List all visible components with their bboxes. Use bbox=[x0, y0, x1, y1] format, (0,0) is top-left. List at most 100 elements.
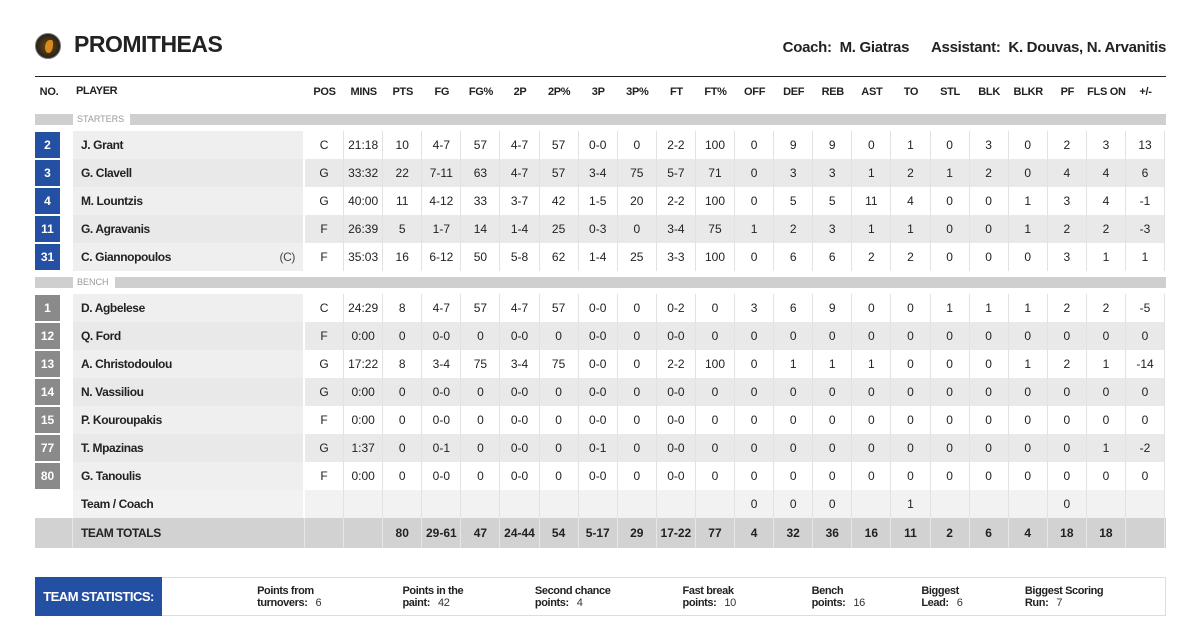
stat-pf: 0 bbox=[1047, 322, 1087, 350]
stat-to: 0 bbox=[891, 406, 931, 434]
player-name[interactable]: J. Grant bbox=[73, 131, 305, 159]
stat-fls-on: 3 bbox=[1086, 131, 1126, 159]
stat-reb: 9 bbox=[813, 294, 853, 322]
header-no[interactable]: NO. bbox=[39, 86, 59, 98]
stat-pos: G bbox=[305, 434, 345, 462]
header-off[interactable]: OFF bbox=[744, 86, 766, 98]
player-row[interactable]: 13 A. Christodoulou G 17:22 8 3-4 75 3-4 75 0-0 0 2… bbox=[35, 350, 1166, 378]
stat-off: 0 bbox=[735, 434, 775, 462]
stat-off: 0 bbox=[735, 406, 775, 434]
header-fg-[interactable]: FG% bbox=[468, 86, 493, 98]
player-name[interactable]: A. Christodoulou bbox=[73, 350, 305, 378]
player-row[interactable]: 1 D. Agbelese C 24:29 8 4-7 57 4-7 57 0-0 0 0-2 0 3 6 9… bbox=[35, 294, 1166, 322]
stat-def: 0 bbox=[774, 406, 814, 434]
player-name[interactable]: C. Giannopoulos (C) bbox=[73, 243, 305, 271]
stat-3p-: 75 bbox=[617, 159, 657, 187]
player-row[interactable]: 4 M. Lountzis G 40:00 11 4-12 33 3-7 42 1-5 20 2-2 1… bbox=[35, 187, 1166, 215]
header-3p[interactable]: 3P bbox=[591, 86, 605, 98]
stat-ast: 0 bbox=[852, 131, 892, 159]
team-stat-value: 16 bbox=[853, 596, 865, 609]
stat-def: 0 bbox=[774, 434, 814, 462]
header-ft[interactable]: FT bbox=[669, 86, 683, 98]
stat-to: 2 bbox=[891, 243, 931, 271]
header-ast[interactable]: AST bbox=[861, 86, 883, 98]
stat-pts: 80 bbox=[383, 518, 423, 548]
player-row[interactable]: 77 T. Mpazinas G 1:37 0 0-1 0 0-0 0 0-1 0 0-0 0 0 0 0 0 0… bbox=[35, 434, 1166, 462]
header-fg[interactable]: FG bbox=[434, 86, 450, 98]
player-row[interactable]: 80 G. Tanoulis F 0:00 0 0-0 0 0-0 0 0-0 0 0-0 0 0 0 0 0 0… bbox=[35, 462, 1166, 490]
player-name[interactable]: P. Kouroupakis bbox=[73, 406, 305, 434]
stat--: 1 bbox=[1125, 243, 1166, 271]
player-number-cell: 3 bbox=[35, 159, 73, 187]
stat-ast: 16 bbox=[852, 518, 892, 548]
stat-ft-: 0 bbox=[695, 322, 736, 350]
stat-pts: 16 bbox=[383, 243, 423, 271]
team-stat-value: 4 bbox=[576, 596, 583, 609]
header-pos[interactable]: POS bbox=[313, 86, 336, 98]
header-to[interactable]: TO bbox=[903, 86, 919, 98]
stat-blkr bbox=[1008, 490, 1048, 518]
stat-fg: 1-7 bbox=[422, 215, 462, 243]
player-name[interactable]: D. Agbelese bbox=[73, 294, 305, 322]
player-row[interactable]: 11 G. Agravanis F 26:39 5 1-7 14 1-4 25 0-3 0 3-4 75… bbox=[35, 215, 1166, 243]
empty-number-cell bbox=[35, 490, 73, 518]
header-3p-[interactable]: 3P% bbox=[626, 86, 649, 98]
stat-3p-: 25 bbox=[617, 243, 657, 271]
stat-blk: 0 bbox=[969, 215, 1009, 243]
stat-pts: 0 bbox=[383, 434, 423, 462]
player-row[interactable]: 15 P. Kouroupakis F 0:00 0 0-0 0 0-0 0 0-0 0 0-0 0 0 0… bbox=[35, 406, 1166, 434]
stat-pts: 5 bbox=[383, 215, 423, 243]
stat-to: 1 bbox=[891, 215, 931, 243]
header--[interactable]: +/- bbox=[1139, 86, 1152, 98]
stat-pts: 8 bbox=[383, 294, 423, 322]
empty-number-cell bbox=[35, 518, 73, 548]
stat-to: 0 bbox=[891, 322, 931, 350]
header-pf[interactable]: PF bbox=[1060, 86, 1075, 98]
stat-pts: 0 bbox=[383, 322, 423, 350]
header-2p[interactable]: 2P bbox=[513, 86, 527, 98]
player-row[interactable]: 14 N. Vassiliou G 0:00 0 0-0 0 0-0 0 0-0 0 0-0 0 0 0 0 0… bbox=[35, 378, 1166, 406]
stat-mins bbox=[344, 490, 384, 518]
header-player[interactable]: PLAYER bbox=[76, 85, 118, 97]
stat-blkr: 1 bbox=[1008, 187, 1048, 215]
stat-fg: 4-7 bbox=[422, 294, 462, 322]
stat-blk: 0 bbox=[969, 406, 1009, 434]
stat-2p: 0-0 bbox=[500, 434, 540, 462]
stat-pts: 0 bbox=[383, 406, 423, 434]
player-name[interactable]: G. Agravanis bbox=[73, 215, 305, 243]
stat-reb: 0 bbox=[813, 490, 853, 518]
header-blkr[interactable]: BLKR bbox=[1013, 86, 1044, 98]
header-pts[interactable]: PTS bbox=[392, 86, 413, 98]
stat-pf: 2 bbox=[1047, 131, 1087, 159]
stat-def: 0 bbox=[774, 322, 814, 350]
player-row[interactable]: 3 G. Clavell G 33:32 22 7-11 63 4-7 57 3-4 75 5-7 71… bbox=[35, 159, 1166, 187]
stat-blkr: 1 bbox=[1008, 215, 1048, 243]
player-row[interactable]: 31 C. Giannopoulos (C) F 35:03 16 6-12 50 5-8 62 1… bbox=[35, 243, 1166, 271]
header-reb[interactable]: REB bbox=[821, 86, 845, 98]
table-header: NO. PLAYER POS MINS PTS FG FG% 2P 2P% 3P 3P% FT FT… bbox=[35, 77, 1166, 108]
header-blk[interactable]: BLK bbox=[978, 86, 1000, 98]
header-fls-on[interactable]: FLS ON bbox=[1087, 86, 1126, 98]
team-coach-label: Team / Coach bbox=[73, 490, 305, 518]
header-def[interactable]: DEF bbox=[783, 86, 805, 98]
header-ft-[interactable]: FT% bbox=[704, 86, 727, 98]
player-row[interactable]: 2 J. Grant C 21:18 10 4-7 57 4-7 57 0-0 0 2-2 100 0 9 9… bbox=[35, 131, 1166, 159]
player-name[interactable]: Q. Ford bbox=[73, 322, 305, 350]
team-stat-value: 7 bbox=[1056, 596, 1063, 609]
stat-reb: 0 bbox=[813, 406, 853, 434]
header-stl[interactable]: STL bbox=[940, 86, 960, 98]
player-name[interactable]: M. Lountzis bbox=[73, 187, 305, 215]
player-row[interactable]: 12 Q. Ford F 0:00 0 0-0 0 0-0 0 0-0 0 0-0 0 0 0 0 0 0 0 0 0 0… bbox=[35, 322, 1166, 350]
team-stat-item: Points from turnovers: 6 bbox=[257, 585, 379, 609]
header-2p-[interactable]: 2P% bbox=[547, 86, 571, 98]
stat-off: 0 bbox=[735, 462, 775, 490]
player-name[interactable]: T. Mpazinas bbox=[73, 434, 305, 462]
stat-3p: 5-17 bbox=[579, 518, 618, 548]
player-name[interactable]: G. Tanoulis bbox=[73, 462, 305, 490]
stat-blkr: 0 bbox=[1008, 243, 1048, 271]
header-mins[interactable]: MINS bbox=[350, 86, 377, 98]
stat-reb: 3 bbox=[813, 159, 853, 187]
player-name[interactable]: G. Clavell bbox=[73, 159, 305, 187]
player-name[interactable]: N. Vassiliou bbox=[73, 378, 305, 406]
stat-blk: 0 bbox=[969, 434, 1009, 462]
